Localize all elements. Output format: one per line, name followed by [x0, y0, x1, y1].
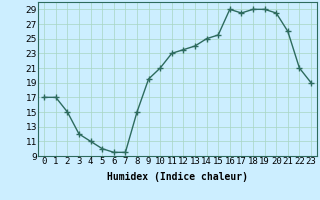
X-axis label: Humidex (Indice chaleur): Humidex (Indice chaleur)	[107, 172, 248, 182]
